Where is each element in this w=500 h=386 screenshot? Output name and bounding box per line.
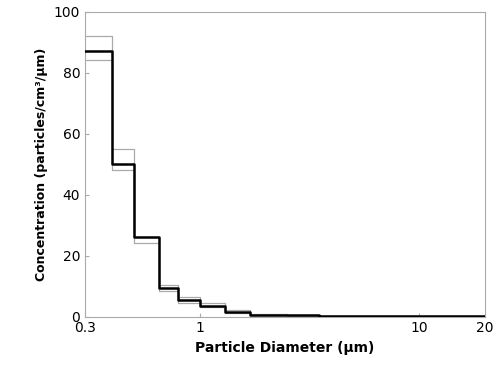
Y-axis label: Concentration (particles/cm³/μm): Concentration (particles/cm³/μm): [35, 47, 48, 281]
X-axis label: Particle Diameter (μm): Particle Diameter (μm): [196, 341, 374, 355]
